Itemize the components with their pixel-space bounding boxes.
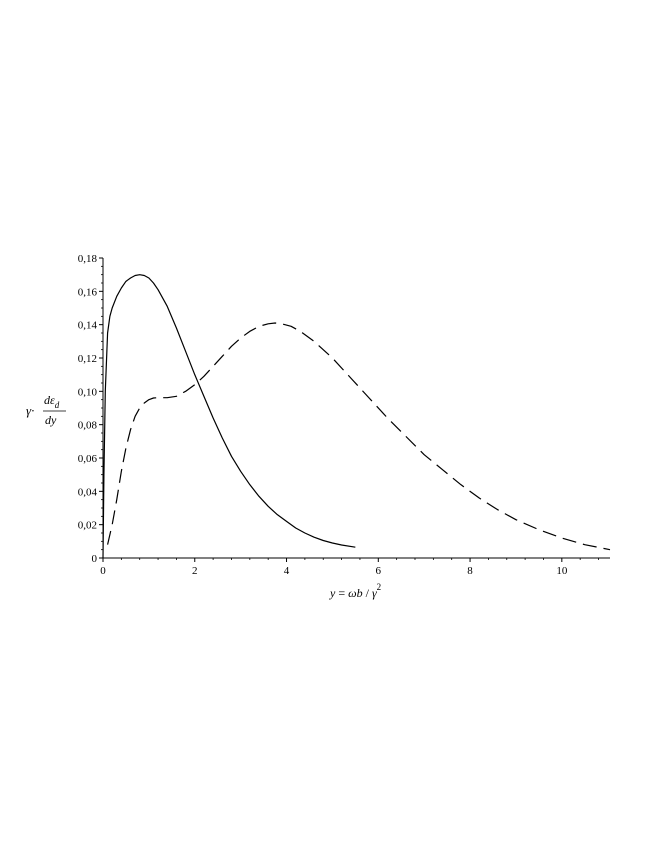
y-axis-label: γ· dεd dy [26,393,66,427]
y-tick-label: 0,04 [78,486,98,498]
x-axis-label-slash: / [363,586,372,600]
x-axis-label-eq: = [335,586,348,600]
y-tick-label: 0,16 [78,286,98,298]
x-tick-label: 6 [376,565,382,577]
y-axis-label-subscript: d [55,400,60,410]
dashed-series-line [107,322,611,551]
x-axis-label: y = ωb / γ2 [329,582,381,600]
y-tick-label: 0,08 [78,420,98,432]
x-tick-label: 2 [192,565,198,577]
solid-series-line [102,274,356,559]
x-tick-label: 4 [284,565,290,577]
x-tick-label: 8 [467,565,473,577]
x-axis-label-sup: 2 [377,582,382,592]
x-axis-label-lhs: y [329,586,336,600]
axes [102,258,610,559]
x-tick-label: 10 [556,565,568,577]
y-tick-label: 0 [92,553,98,565]
y-axis-label-numerator: dεd [44,393,60,410]
y-tick-label: 0,10 [78,386,98,398]
y-axis-label-denominator: dy [45,413,57,427]
y-tick-label: 0,06 [78,453,98,465]
y-axis-label-numerator-text: dε [44,393,55,407]
y-tick-label: 0,12 [78,353,97,365]
y-tick-label: 0,18 [78,253,98,265]
series-layer [102,274,611,559]
x-axis-label-gamma: γ [372,586,377,600]
y-axis-label-gamma: γ· [26,403,34,418]
x-axis-label-omega-b: ωb [348,586,362,600]
y-tick-label: 0,02 [78,520,97,532]
y-tick-label: 0,14 [78,320,98,332]
x-tick-label: 0 [100,565,106,577]
ticks: 0 2 4 6 8 10 0 0,02 0,04 0,06 0,08 0,10 0,12 0,14 0,16… [78,253,599,577]
